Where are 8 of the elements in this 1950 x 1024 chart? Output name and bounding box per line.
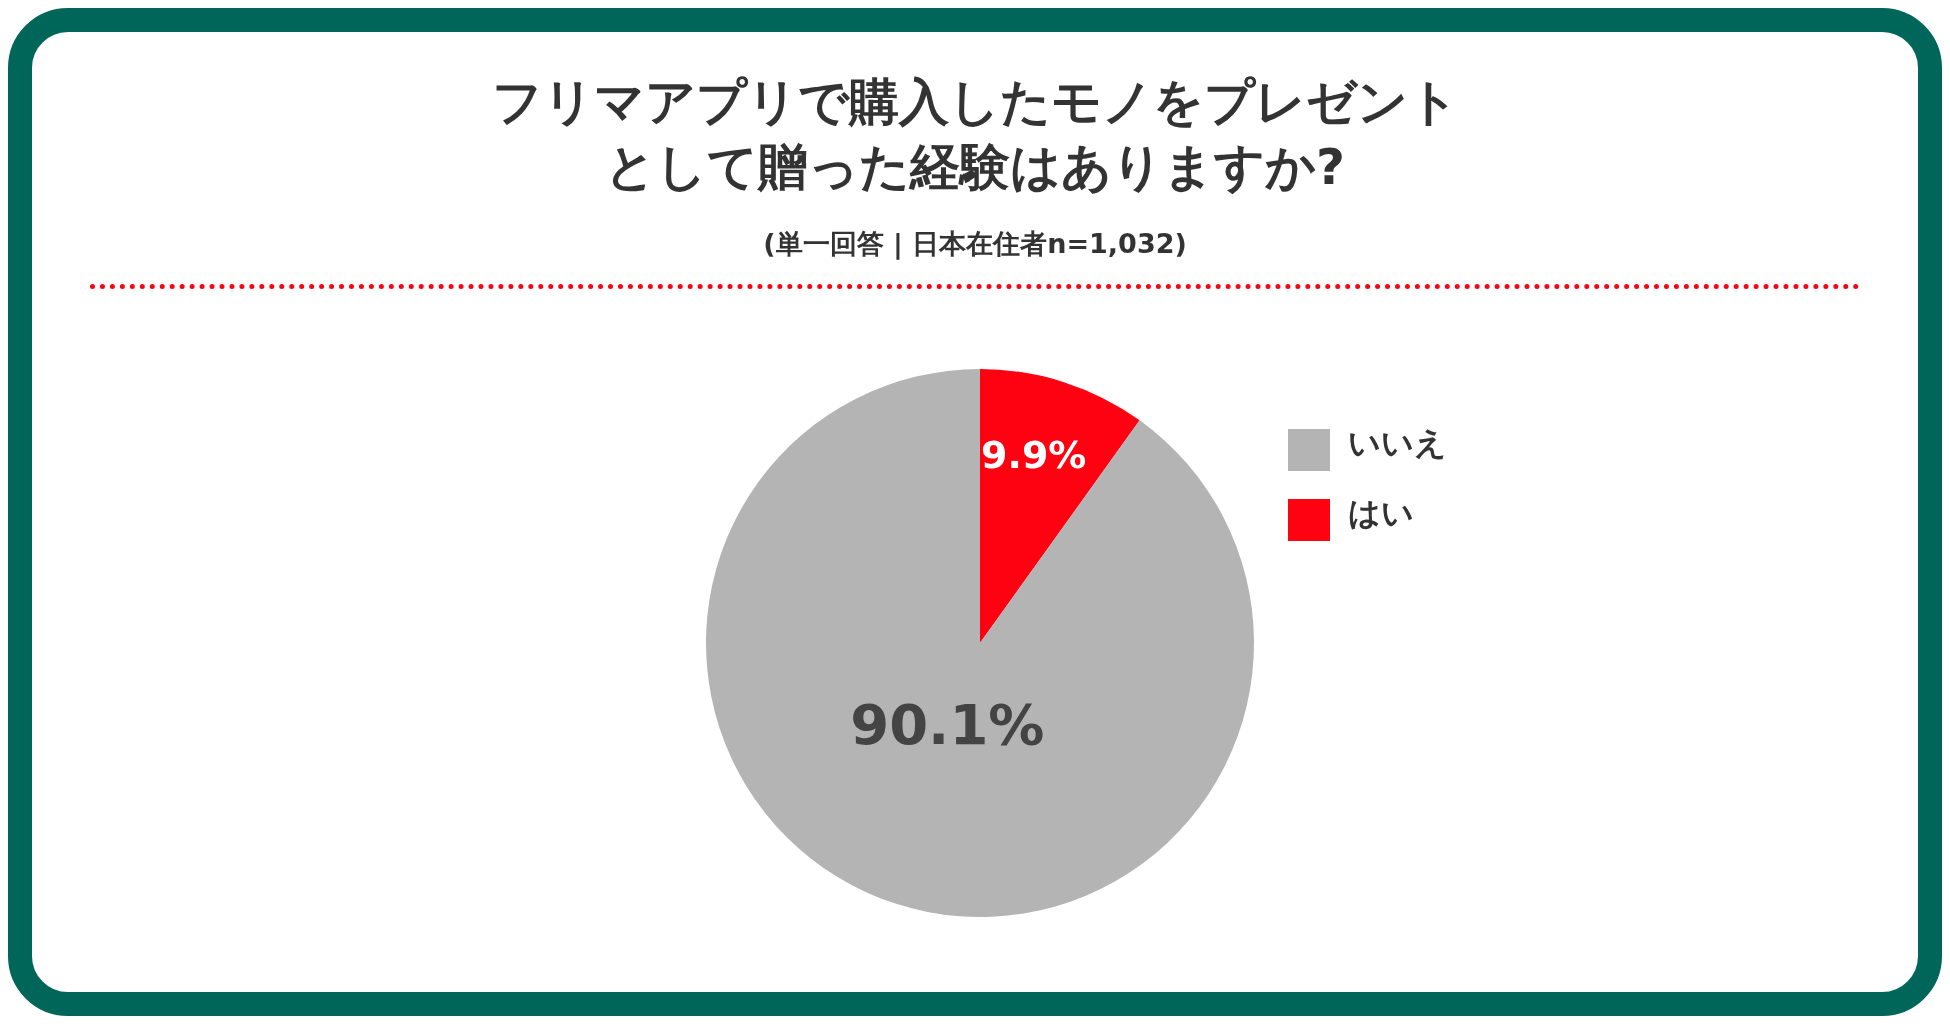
legend-label: はい: [1348, 494, 1414, 532]
pie-slice: [706, 369, 1254, 917]
data-label: 9.9%: [981, 433, 1087, 478]
data-label: 90.1%: [850, 691, 1045, 757]
pie-slice: [980, 369, 1140, 643]
chart-title: フリマアプリで購入したモノをプレゼントとして贈った経験はありますか?: [490, 72, 1460, 198]
chart-subtitle: (単一回答 | 日本在住者n=1,032): [762, 227, 1188, 262]
legend-label: いいえ: [1348, 424, 1447, 462]
